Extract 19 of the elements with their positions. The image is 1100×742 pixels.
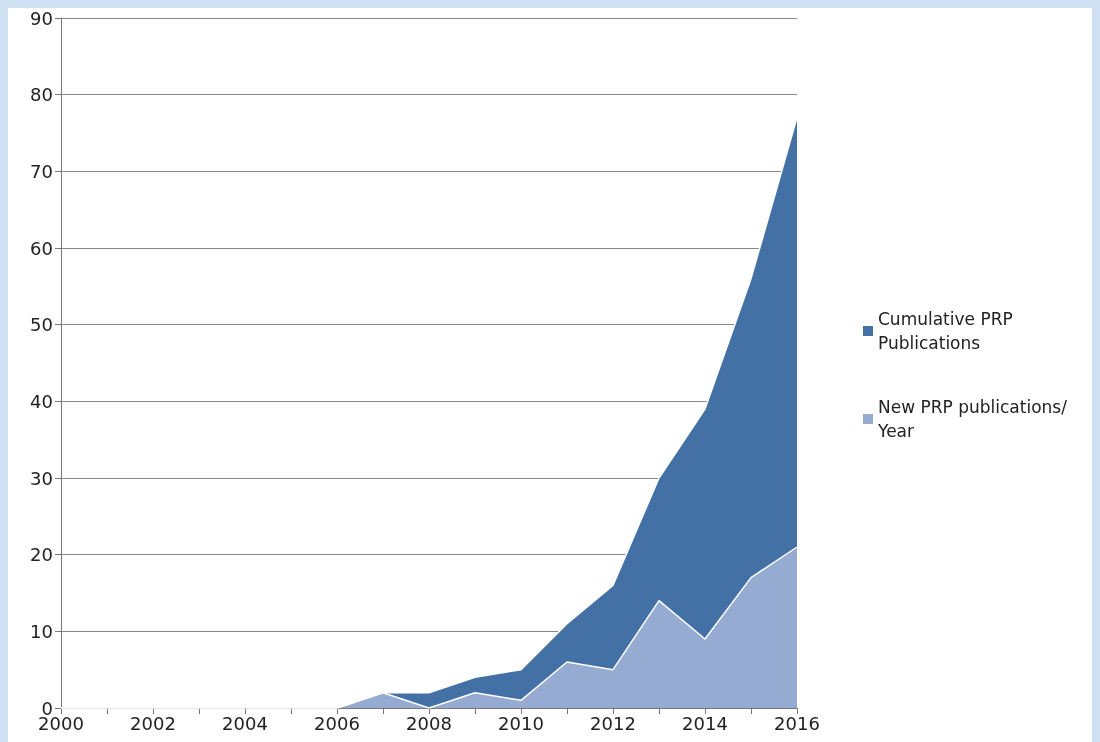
x-tick-label: 2004 (222, 712, 268, 734)
y-tick-label: 50 (30, 314, 53, 336)
y-tick-label: 60 (30, 237, 53, 259)
x-tick-label: 2002 (130, 712, 176, 734)
x-tick-label: 2012 (590, 712, 636, 734)
y-tick-label: 30 (30, 467, 53, 489)
x-tick-label: 2008 (406, 712, 452, 734)
x-tick-label: 2014 (682, 712, 728, 734)
y-tick-label: 70 (30, 160, 53, 182)
y-tick-label: 20 (30, 544, 53, 566)
x-tick-label: 2010 (498, 712, 544, 734)
y-tick-label: 90 (30, 7, 53, 29)
y-tick-label: 80 (30, 84, 53, 106)
legend-label: Cumulative PRP Publications (878, 309, 1019, 353)
legend-label: New PRP publications/ Year (877, 397, 1073, 441)
x-tick-label: 2016 (774, 712, 820, 734)
y-tick-label: 40 (30, 390, 53, 412)
y-tick-label: 10 (30, 620, 53, 642)
x-tick-label: 2006 (314, 712, 360, 734)
